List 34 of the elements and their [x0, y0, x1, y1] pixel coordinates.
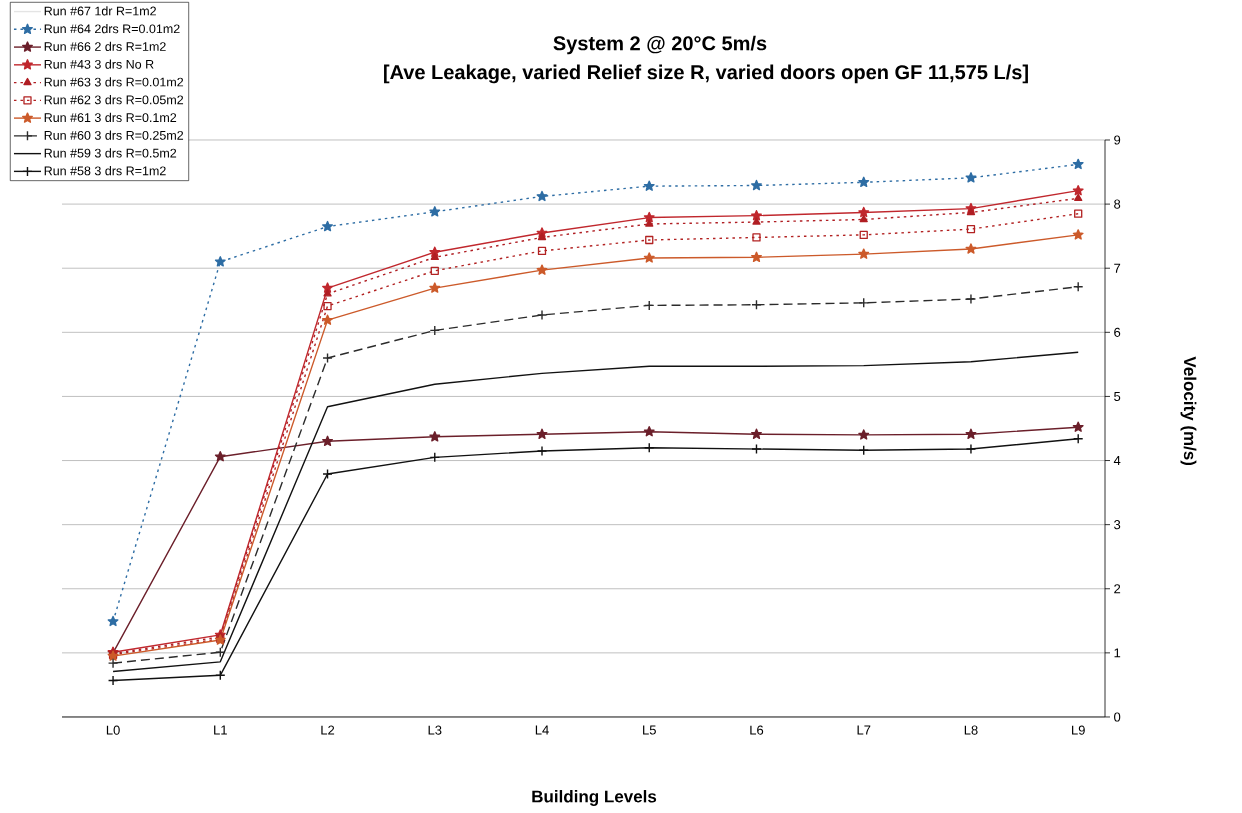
y-tick-label: 7: [1114, 263, 1121, 273]
y-tick-label: 8: [1114, 199, 1121, 209]
legend-label: Run #67 1dr R=1m2: [44, 6, 156, 16]
x-tick-label: L7: [857, 725, 871, 735]
x-tick-label: L3: [428, 725, 442, 735]
y-tick-label: 0: [1114, 712, 1121, 722]
y-tick-label: 6: [1114, 327, 1121, 337]
y-tick-label: 1: [1114, 648, 1121, 658]
y-axis-title: Velocity (m/s): [1180, 356, 1197, 466]
y-tick-label: 2: [1114, 584, 1121, 594]
chart-subtitle: [Ave Leakage, varied Relief size R, varied doors open GF 11,575 L/s]: [384, 64, 1028, 84]
x-tick-label: L8: [964, 725, 978, 735]
legend-label: Run #66 2 drs R=1m2: [44, 41, 166, 51]
x-tick-label: L9: [1072, 725, 1085, 735]
y-tick-label: 4: [1113, 456, 1121, 466]
chart-title: System 2 @ 20°C 5m/s: [553, 35, 767, 55]
legend-label: Run #62 3 drs R=0.05m2: [44, 95, 184, 105]
x-tick-label: L2: [321, 725, 335, 735]
legend-label: Run #59 3 drs R=0.5m2: [44, 148, 177, 158]
x-tick-label: L6: [750, 725, 764, 735]
legend-label: Run #63 3 drs R=0.01m2: [44, 77, 184, 87]
x-tick-label: L1: [214, 725, 227, 735]
y-tick-label: 3: [1114, 520, 1121, 530]
x-tick-label: L5: [643, 725, 656, 735]
legend-label: Run #61 3 drs R=0.1m2: [44, 112, 177, 123]
x-tick-label: L4: [535, 725, 549, 735]
x-tick-label: L0: [106, 725, 120, 735]
y-tick-label: 5: [1114, 391, 1121, 401]
x-axis-title: Building Levels: [532, 790, 657, 806]
legend-label: Run #58 3 drs R=1m2: [44, 166, 166, 176]
legend-label: Run #43 3 drs No R: [44, 59, 154, 69]
y-tick-label: 9: [1114, 135, 1121, 145]
legend-label: Run #64 2drs R=0.01m2: [44, 24, 180, 34]
legend-label: Run #60 3 drs R=0.25m2: [44, 130, 184, 140]
